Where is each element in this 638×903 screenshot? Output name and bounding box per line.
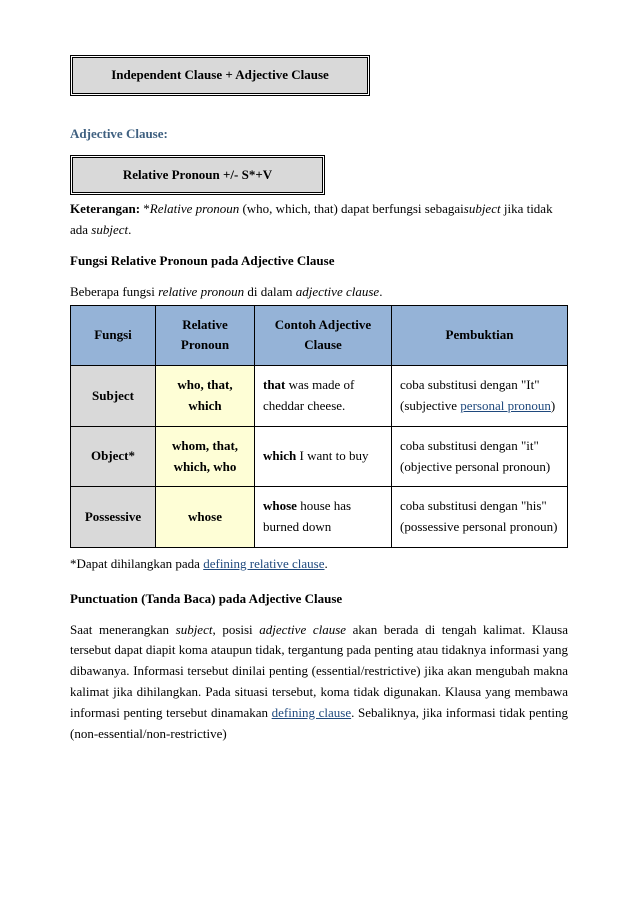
th-pembuktian: Pembuktian [392, 305, 568, 366]
table-row: Object* whom, that, which, who which I w… [71, 426, 568, 487]
keterangan-label: Keterangan: [70, 201, 140, 216]
table-row: Subject who, that, which that was made o… [71, 366, 568, 427]
keterangan-paragraph: Keterangan: *Relative pronoun (who, whic… [70, 199, 568, 241]
th-relative-pronoun: Relative Pronoun [156, 305, 255, 366]
cell-proof: coba substitusi dengan "It" (subjective … [392, 366, 568, 427]
intro-fungsi: Beberapa fungsi relative pronoun di dala… [70, 282, 568, 303]
defining-clause-link[interactable]: defining clause [272, 705, 351, 720]
cell-fungsi: Subject [71, 366, 156, 427]
table-footnote: *Dapat dihilangkan pada defining relativ… [70, 554, 568, 575]
cell-example: which I want to buy [255, 426, 392, 487]
cell-fungsi: Object* [71, 426, 156, 487]
cell-proof: coba substitusi dengan "his" (possessive… [392, 487, 568, 548]
personal-pronoun-link[interactable]: personal pronoun [460, 398, 551, 413]
cell-example: whose house has burned down [255, 487, 392, 548]
cell-pronoun: whom, that, which, who [156, 426, 255, 487]
cell-pronoun: who, that, which [156, 366, 255, 427]
formula-box-2: Relative Pronoun +/- S*+V [70, 155, 325, 196]
table-row: Possessive whose whose house has burned … [71, 487, 568, 548]
heading-punctuation: Punctuation (Tanda Baca) pada Adjective … [70, 589, 568, 610]
formula-box-1: Independent Clause + Adjective Clause [70, 55, 370, 96]
th-contoh: Contoh Adjective Clause [255, 305, 392, 366]
cell-example: that was made of cheddar cheese. [255, 366, 392, 427]
th-fungsi: Fungsi [71, 305, 156, 366]
punctuation-paragraph: Saat menerangkan subject, posisi adjecti… [70, 620, 568, 745]
table-header-row: Fungsi Relative Pronoun Contoh Adjective… [71, 305, 568, 366]
cell-fungsi: Possessive [71, 487, 156, 548]
cell-pronoun: whose [156, 487, 255, 548]
cell-proof: coba substitusi dengan "it" (objective p… [392, 426, 568, 487]
heading-adjective-clause: Adjective Clause: [70, 124, 568, 145]
heading-fungsi: Fungsi Relative Pronoun pada Adjective C… [70, 251, 568, 272]
relative-pronoun-table: Fungsi Relative Pronoun Contoh Adjective… [70, 305, 568, 548]
defining-relative-clause-link[interactable]: defining relative clause [203, 556, 324, 571]
